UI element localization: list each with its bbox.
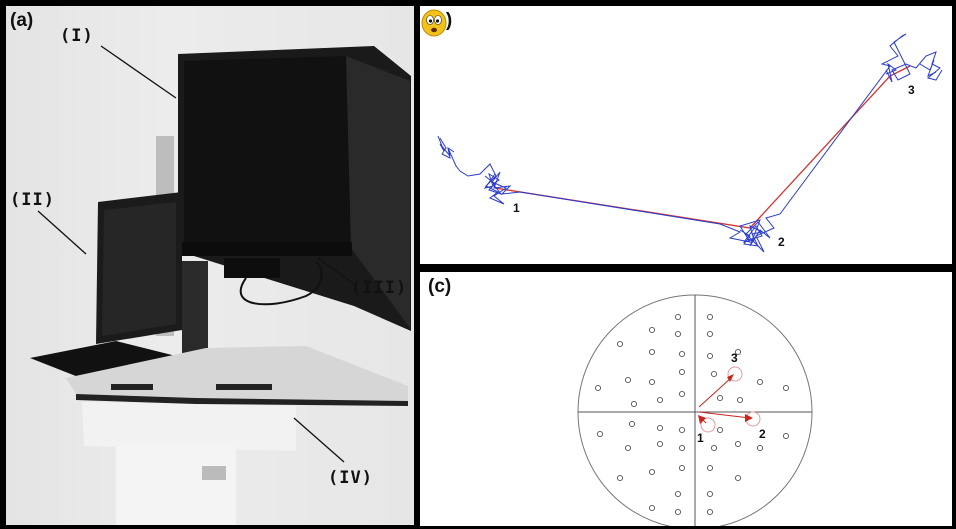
test-point <box>616 340 624 348</box>
trace-blue-path <box>437 33 943 253</box>
test-point <box>736 396 744 404</box>
test-point <box>648 504 656 512</box>
test-point <box>706 352 714 360</box>
cluster-1 <box>439 137 503 196</box>
test-point <box>716 394 724 402</box>
field-label-3: 3 <box>731 351 738 365</box>
test-point <box>678 368 686 376</box>
test-point <box>678 426 686 434</box>
test-point <box>710 444 718 452</box>
test-point <box>706 330 714 338</box>
test-point <box>656 424 664 432</box>
trace-red-path <box>494 65 911 229</box>
field-label-2: 2 <box>759 427 766 441</box>
highlight-ring-1 <box>700 417 716 433</box>
test-point <box>596 430 604 438</box>
gaze-trace-plot: 1 2 3 <box>437 33 943 253</box>
test-point <box>706 490 714 498</box>
eye-tracker-device <box>224 258 280 278</box>
test-point <box>674 313 682 321</box>
test-point <box>656 440 664 448</box>
callout-III: (III) <box>351 278 408 298</box>
test-point <box>678 390 686 398</box>
test-point <box>756 444 764 452</box>
monitor-hood-side <box>346 56 410 328</box>
test-point <box>782 432 790 440</box>
main-monitor <box>184 56 351 246</box>
test-point <box>648 326 656 334</box>
cart-base <box>116 446 236 525</box>
panel-a-label: (a) <box>10 10 34 31</box>
arrow-2 <box>698 411 751 419</box>
test-point <box>706 313 714 321</box>
test-point <box>624 376 632 384</box>
test-points <box>594 313 790 516</box>
test-point <box>678 350 686 358</box>
test-point <box>628 420 636 428</box>
keyboard <box>30 341 176 382</box>
callout-IV: (IV) <box>328 468 373 488</box>
arrow-3 <box>698 376 733 408</box>
test-point <box>648 378 656 386</box>
panel-a-photo: (a) (I) (II) (III) (IV) <box>6 6 414 525</box>
monitor-bezel <box>182 242 352 256</box>
test-point <box>648 468 656 476</box>
point-label-1: 1 <box>513 201 520 215</box>
test-point <box>710 370 718 378</box>
test-point <box>734 440 742 448</box>
test-point <box>674 490 682 498</box>
highlight-ring-3 <box>727 366 743 382</box>
worried-face-icon <box>421 9 447 37</box>
panel-c-label: (c) <box>428 276 452 297</box>
test-point <box>678 464 686 472</box>
panel-c-visual-field: 3 1 2 (c) <box>420 272 952 526</box>
callout-II: (II) <box>10 190 55 210</box>
cluster-3 <box>885 59 937 83</box>
test-point <box>624 444 632 452</box>
test-point <box>678 444 686 452</box>
test-point <box>734 348 742 356</box>
workstation-photo <box>30 45 411 525</box>
panel-b-gaze-trace: 1 2 3 (b) <box>420 6 952 264</box>
cluster-2 <box>739 225 764 247</box>
callout-I: (I) <box>60 26 94 46</box>
test-point <box>616 474 624 482</box>
test-point <box>734 474 742 482</box>
test-point <box>656 396 664 404</box>
test-point <box>674 508 682 516</box>
test-point <box>782 384 790 392</box>
visual-field-chart: 3 1 2 <box>577 294 813 526</box>
test-point <box>756 378 764 386</box>
test-point <box>706 508 714 516</box>
test-point <box>706 464 714 472</box>
test-point <box>674 330 682 338</box>
point-label-2: 2 <box>778 235 785 249</box>
test-point <box>648 348 656 356</box>
test-point <box>630 400 638 408</box>
cart-drawer <box>82 402 296 451</box>
test-point <box>716 426 724 434</box>
point-label-3: 3 <box>908 83 915 97</box>
test-point <box>594 384 602 392</box>
field-label-1: 1 <box>697 431 704 445</box>
